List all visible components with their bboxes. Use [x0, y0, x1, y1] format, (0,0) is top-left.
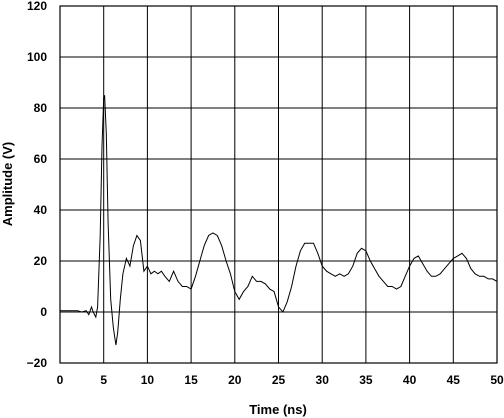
- plot-frame: [59, 5, 498, 364]
- x-tick-label: 25: [272, 373, 286, 387]
- y-tick-labels: −20 0 20 40 60 80 100 120: [27, 0, 48, 370]
- x-tick-label: 20: [228, 373, 242, 387]
- y-tick-label: 80: [34, 101, 48, 115]
- x-tick-label: 40: [403, 373, 417, 387]
- y-tick-label: 40: [34, 203, 48, 217]
- x-tick-label: 30: [316, 373, 330, 387]
- x-axis-title: Time (ns): [249, 402, 307, 417]
- x-tick-label: 0: [57, 373, 64, 387]
- y-tick-label: −20: [27, 356, 48, 370]
- x-tick-labels: 0 5 10 15 20 25 30 35 40 45 50: [57, 373, 504, 387]
- x-tick-label: 10: [141, 373, 155, 387]
- y-tick-label: 60: [34, 152, 48, 166]
- y-tick-label: 120: [27, 0, 47, 13]
- grid: [59, 5, 498, 364]
- y-axis-title: Amplitude (V): [0, 142, 15, 227]
- x-tick-label: 45: [447, 373, 461, 387]
- x-tick-label: 15: [184, 373, 198, 387]
- series-line: [60, 95, 498, 346]
- y-tick-label: 0: [40, 305, 47, 319]
- series-layer: [60, 95, 498, 346]
- y-tick-label: 100: [27, 50, 47, 64]
- x-tick-label: 50: [490, 373, 504, 387]
- x-tick-label: 5: [100, 373, 107, 387]
- y-tick-label: 20: [34, 254, 48, 268]
- x-tick-label: 35: [359, 373, 373, 387]
